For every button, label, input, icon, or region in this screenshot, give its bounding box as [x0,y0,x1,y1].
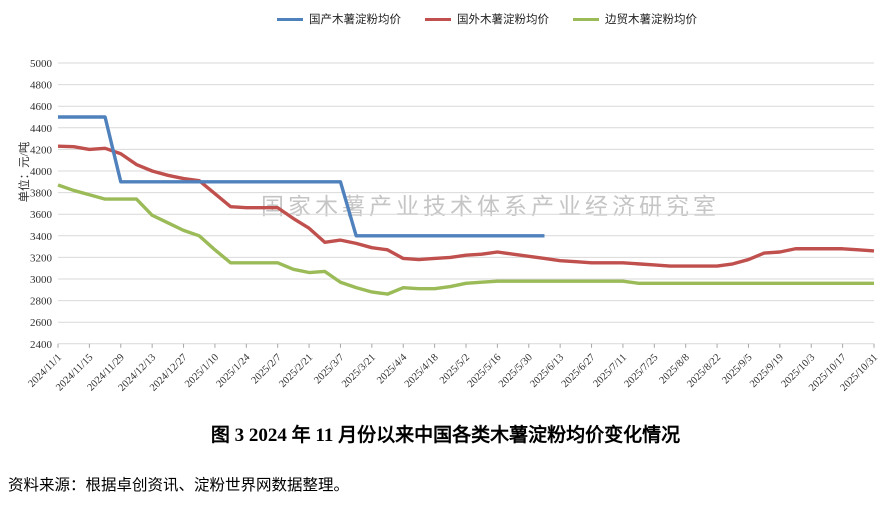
svg-text:3200: 3200 [30,252,53,264]
svg-text:3400: 3400 [30,231,53,243]
svg-text:5000: 5000 [30,58,53,70]
svg-text:2025/6/27: 2025/6/27 [560,352,598,390]
figure-title: 图 3 2024 年 11 月份以来中国各类木薯淀粉均价变化情况 [210,425,681,446]
svg-text:2025/2/21: 2025/2/21 [277,352,315,390]
svg-text:3600: 3600 [30,209,53,221]
legend-item-border-trade: 边贸木薯淀粉均价 [573,11,697,27]
svg-text:2600: 2600 [30,317,53,329]
chart-legend: 国产木薯淀粉均价 国外木薯淀粉均价 边贸木薯淀粉均价 [277,11,697,27]
svg-text:4800: 4800 [30,80,53,92]
source-note: 资料来源：根据卓创资讯、淀粉世界网数据整理。 [8,477,350,494]
svg-text:2025/8/22: 2025/8/22 [685,352,723,390]
svg-text:3000: 3000 [30,274,53,286]
price-chart-svg: 2400 2600 2800 3000 3200 3400 3600 3800 4000 4200… [27,58,881,394]
svg-text:4600: 4600 [30,101,53,113]
svg-text:2025/1/24: 2025/1/24 [215,352,253,390]
border-trade-line-swatch-icon [573,17,599,21]
svg-text:2800: 2800 [30,296,53,308]
domestic-line-swatch-icon [277,17,303,21]
legend-label-foreign: 国外木薯淀粉均价 [457,14,549,26]
chart-container: 国家木薯产业技术体系产业经济研究室 2400 2600 2800 3000 3200 34… [19,11,881,394]
legend-label-border-trade: 边贸木薯淀粉均价 [605,14,697,26]
foreign-line-swatch-icon [425,17,451,21]
svg-text:4000: 4000 [30,166,53,178]
svg-text:2400: 2400 [30,339,53,351]
svg-text:2025/3/21: 2025/3/21 [340,352,378,390]
legend-item-domestic: 国产木薯淀粉均价 [277,11,401,27]
legend-label-domestic: 国产木薯淀粉均价 [309,14,401,26]
svg-text:4400: 4400 [30,123,53,135]
legend-item-foreign: 国外木薯淀粉均价 [425,11,549,27]
y-axis-title: 单位：元/吨 [19,141,31,203]
svg-text:2025/4/18: 2025/4/18 [403,352,441,390]
svg-text:3800: 3800 [30,188,53,200]
svg-text:4200: 4200 [30,144,53,156]
svg-text:2025/7/25: 2025/7/25 [623,352,661,390]
watermark: 国家木薯产业技术体系产业经济研究室 [261,194,720,219]
